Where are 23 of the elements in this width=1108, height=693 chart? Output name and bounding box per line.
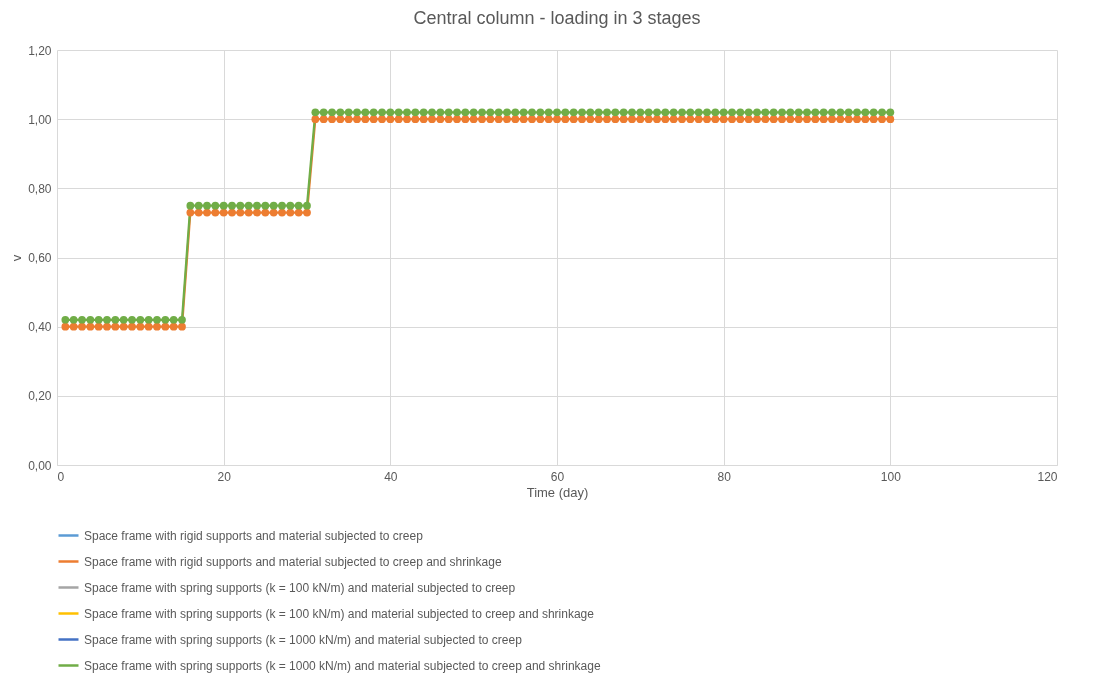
chart-title: Central column - loading in 3 stages (413, 8, 701, 28)
y-tick-label: 0,20 (28, 389, 52, 404)
y-axis-title: v (9, 254, 25, 262)
y-tick-label: 1,20 (28, 43, 52, 58)
legend-label: Space frame with spring supports (k = 100 kN/m) and material subjected to creep (84, 580, 516, 595)
x-axis-title: Time (day) (526, 484, 589, 500)
legend-label: Space frame with rigid supports and material subjected to creep (84, 528, 424, 543)
x-tick-label: 120 (1037, 469, 1058, 484)
legend-label: Space frame with spring supports (k = 1000 kN/m) and material subjected to creep (84, 632, 523, 647)
x-tick-label: 20 (217, 469, 232, 484)
y-tick-label: 0,40 (28, 320, 52, 335)
y-tick-label: 0,60 (28, 251, 52, 265)
y-tick-label: 1,00 (28, 112, 52, 127)
y-tick-label: 0,80 (28, 181, 52, 196)
x-tick-label: 100 (880, 469, 902, 484)
legend-label: Space frame with spring supports (k = 100 kN/m) and material subjected to creep and shrinkage (84, 606, 595, 621)
x-tick-label: 0 (57, 469, 65, 484)
x-tick-label: 40 (384, 469, 398, 484)
y-tick-label: 0,00 (28, 458, 52, 473)
x-tick-label: 80 (717, 469, 732, 484)
legend-label: Space frame with spring supports (k = 1000 kN/m) and material subjected to creep and shrinkage (84, 658, 601, 673)
legend-label: Space frame with rigid supports and material subjected to creep and shrinkage (84, 554, 502, 569)
x-tick-label: 60 (550, 469, 565, 484)
